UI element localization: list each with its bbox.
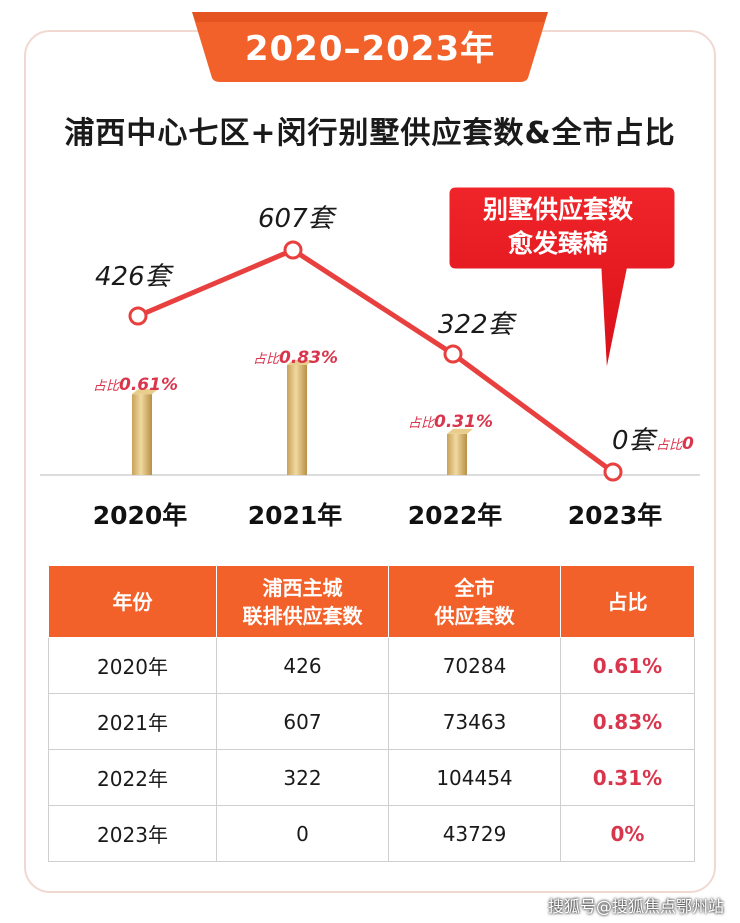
cell-year: 2023年 <box>48 805 217 862</box>
cell-city: 70284 <box>388 637 561 694</box>
table-row: 2022年 322 104454 0.31% <box>48 749 695 806</box>
cell-puxi: 322 <box>216 749 389 806</box>
header-city-supply: 全市 供应套数 <box>388 565 561 638</box>
cell-share: 0.61% <box>560 637 695 694</box>
cell-puxi: 426 <box>216 637 389 694</box>
table-row: 2021年 607 73463 0.83% <box>48 693 695 750</box>
share-label: 占比0 <box>656 434 694 454</box>
callout-line-1: 别墅供应套数 <box>482 195 633 224</box>
x-tick-label: 2022年 <box>408 501 503 530</box>
point-label: 322套 <box>438 310 518 340</box>
cell-city: 43729 <box>388 805 561 862</box>
share-bar-top <box>447 428 473 434</box>
cell-year: 2021年 <box>48 693 217 750</box>
cell-puxi: 0 <box>216 805 389 862</box>
watermark: 搜狐号@搜狐焦点鄂州站 <box>547 897 724 916</box>
share-bar-top <box>132 389 158 395</box>
cell-city: 73463 <box>388 693 561 750</box>
point-label: 426套 <box>95 262 175 292</box>
supply-line <box>137 247 615 475</box>
callout-text: 别墅供应套数 愈发臻稀 <box>450 193 666 261</box>
x-tick-label: 2020年 <box>93 501 188 530</box>
cell-share: 0.31% <box>560 749 695 806</box>
share-label: 占比0.61% <box>93 375 178 395</box>
share-bar <box>447 433 467 475</box>
banner-title: 2020–2023年 <box>244 28 496 69</box>
header-puxi-supply: 浦西主城 联排供应套数 <box>216 565 389 638</box>
page-title: 浦西中心七区+闵行别墅供应套数&全市占比 <box>64 116 676 151</box>
x-tick-label: 2021年 <box>248 501 343 530</box>
x-tick-label: 2023年 <box>568 501 663 530</box>
share-bar-top <box>287 360 313 365</box>
line-point <box>603 462 623 482</box>
line-point <box>283 240 303 260</box>
callout-line-2: 愈发臻稀 <box>507 229 608 258</box>
table-row: 2023年 0 43729 0% <box>48 805 695 862</box>
supply-chart: 426套 607套 322套 0套 占比0.61% 占比0.83% 占比0.31% 占比0 20… <box>40 184 700 530</box>
share-label: 占比0.31% <box>408 412 493 432</box>
point-label: 607套 <box>258 204 338 234</box>
cell-puxi: 607 <box>216 693 389 750</box>
supply-table: 年份 浦西主城 联排供应套数 全市 供应套数 占比 2020年 426 70284 … <box>48 565 695 862</box>
year-banner <box>192 12 548 82</box>
header-year: 年份 <box>48 565 217 638</box>
callout-bubble <box>446 184 678 379</box>
cell-share: 0% <box>560 805 695 862</box>
table-header-row: 年份 浦西主城 联排供应套数 全市 供应套数 占比 <box>48 565 695 638</box>
share-bar <box>287 365 307 475</box>
line-point <box>443 344 463 364</box>
share-bar <box>132 394 152 475</box>
cell-year: 2020年 <box>48 637 217 694</box>
cell-share: 0.83% <box>560 693 695 750</box>
cell-year: 2022年 <box>48 749 217 806</box>
header-share: 占比 <box>560 565 695 638</box>
table-row: 2020年 426 70284 0.61% <box>48 637 695 694</box>
point-label: 0套 <box>612 426 659 456</box>
cell-city: 104454 <box>388 749 561 806</box>
line-point <box>128 306 148 326</box>
share-label: 占比0.83% <box>253 348 338 368</box>
